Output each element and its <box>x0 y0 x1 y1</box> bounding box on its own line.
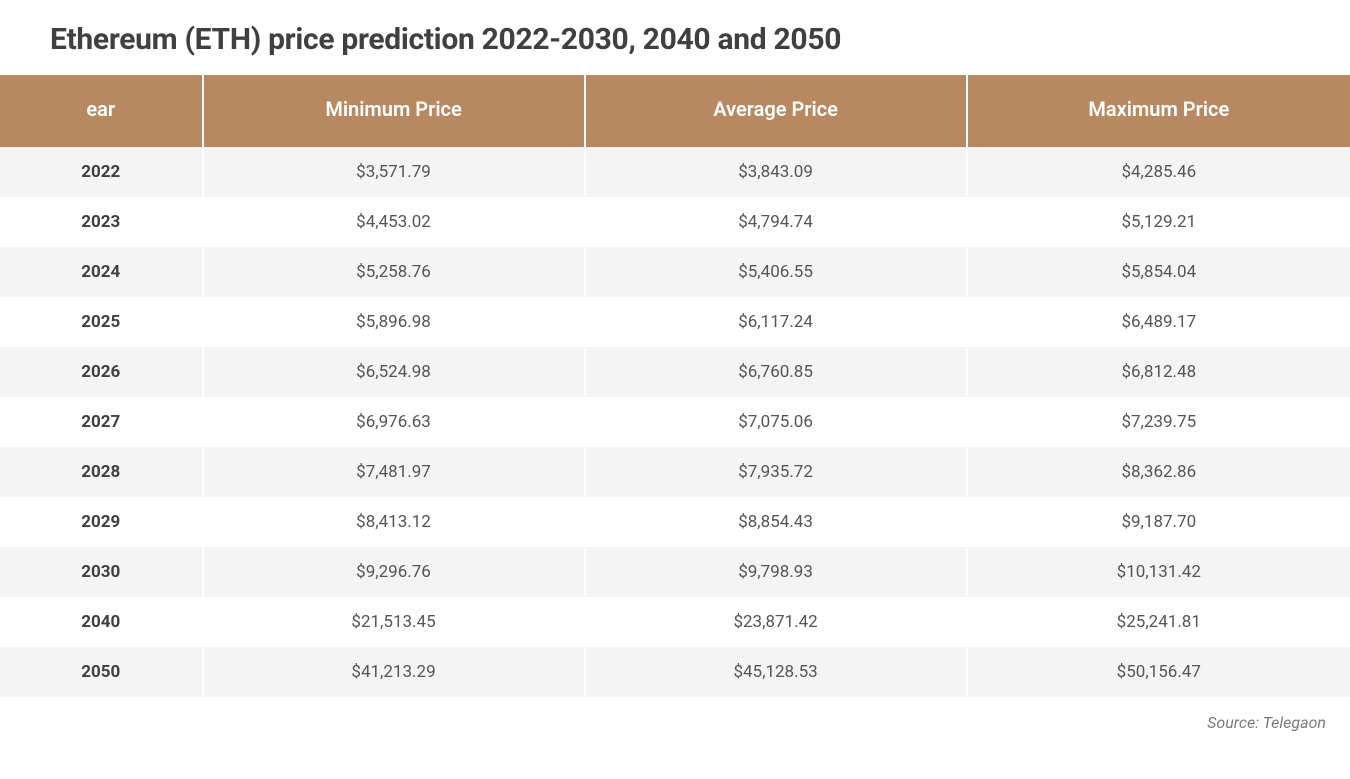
table-row: 2028 $7,481.97 $7,935.72 $8,362.86 <box>0 447 1350 497</box>
table-row: 2027 $6,976.63 $7,075.06 $7,239.75 <box>0 397 1350 447</box>
cell-min: $4,453.02 <box>203 197 585 247</box>
page-wrap: Ethereum (ETH) price prediction 2022-203… <box>0 22 1350 752</box>
col-header-minimum: Minimum Price <box>203 75 585 147</box>
cell-avg: $9,798.93 <box>585 547 967 597</box>
cell-year: 2029 <box>0 497 203 547</box>
table-row: 2024 $5,258.76 $5,406.55 $5,854.04 <box>0 247 1350 297</box>
price-prediction-table: ear Minimum Price Average Price Maximum … <box>0 75 1350 697</box>
cell-year: 2027 <box>0 397 203 447</box>
cell-min: $6,976.63 <box>203 397 585 447</box>
cell-avg: $3,843.09 <box>585 147 967 197</box>
cell-max: $6,812.48 <box>967 347 1350 397</box>
table-row: 2030 $9,296.76 $9,798.93 $10,131.42 <box>0 547 1350 597</box>
cell-max: $50,156.47 <box>967 647 1350 697</box>
table-row: 2040 $21,513.45 $23,871.42 $25,241.81 <box>0 597 1350 647</box>
table-row: 2023 $4,453.02 $4,794.74 $5,129.21 <box>0 197 1350 247</box>
cell-min: $7,481.97 <box>203 447 585 497</box>
cell-min: $41,213.29 <box>203 647 585 697</box>
cell-year: 2023 <box>0 197 203 247</box>
cell-year: 2030 <box>0 547 203 597</box>
cell-max: $5,854.04 <box>967 247 1350 297</box>
cell-min: $6,524.98 <box>203 347 585 397</box>
cell-avg: $8,854.43 <box>585 497 967 547</box>
table-row: 2026 $6,524.98 $6,760.85 $6,812.48 <box>0 347 1350 397</box>
cell-max: $25,241.81 <box>967 597 1350 647</box>
cell-max: $4,285.46 <box>967 147 1350 197</box>
cell-max: $9,187.70 <box>967 497 1350 547</box>
table-header: ear Minimum Price Average Price Maximum … <box>0 75 1350 147</box>
cell-max: $7,239.75 <box>967 397 1350 447</box>
cell-max: $10,131.42 <box>967 547 1350 597</box>
table-row: 2029 $8,413.12 $8,854.43 $9,187.70 <box>0 497 1350 547</box>
cell-year: 2040 <box>0 597 203 647</box>
cell-avg: $6,760.85 <box>585 347 967 397</box>
cell-avg: $4,794.74 <box>585 197 967 247</box>
table-row: 2025 $5,896.98 $6,117.24 $6,489.17 <box>0 297 1350 347</box>
col-header-maximum: Maximum Price <box>967 75 1350 147</box>
cell-year: 2025 <box>0 297 203 347</box>
cell-year: 2024 <box>0 247 203 297</box>
cell-min: $5,258.76 <box>203 247 585 297</box>
cell-avg: $7,075.06 <box>585 397 967 447</box>
cell-year: 2050 <box>0 647 203 697</box>
cell-avg: $5,406.55 <box>585 247 967 297</box>
cell-min: $3,571.79 <box>203 147 585 197</box>
cell-min: $8,413.12 <box>203 497 585 547</box>
cell-min: $9,296.76 <box>203 547 585 597</box>
cell-max: $5,129.21 <box>967 197 1350 247</box>
cell-max: $8,362.86 <box>967 447 1350 497</box>
page-title: Ethereum (ETH) price prediction 2022-203… <box>50 22 1350 57</box>
table-body: 2022 $3,571.79 $3,843.09 $4,285.46 2023 … <box>0 147 1350 697</box>
col-header-year: ear <box>0 75 203 147</box>
table-row: 2022 $3,571.79 $3,843.09 $4,285.46 <box>0 147 1350 197</box>
cell-avg: $6,117.24 <box>585 297 967 347</box>
cell-min: $5,896.98 <box>203 297 585 347</box>
table-row: 2050 $41,213.29 $45,128.53 $50,156.47 <box>0 647 1350 697</box>
cell-avg: $23,871.42 <box>585 597 967 647</box>
source-attribution: Source: Telegaon <box>0 713 1326 732</box>
cell-avg: $7,935.72 <box>585 447 967 497</box>
cell-avg: $45,128.53 <box>585 647 967 697</box>
cell-min: $21,513.45 <box>203 597 585 647</box>
cell-year: 2022 <box>0 147 203 197</box>
col-header-average: Average Price <box>585 75 967 147</box>
cell-year: 2028 <box>0 447 203 497</box>
cell-year: 2026 <box>0 347 203 397</box>
cell-max: $6,489.17 <box>967 297 1350 347</box>
